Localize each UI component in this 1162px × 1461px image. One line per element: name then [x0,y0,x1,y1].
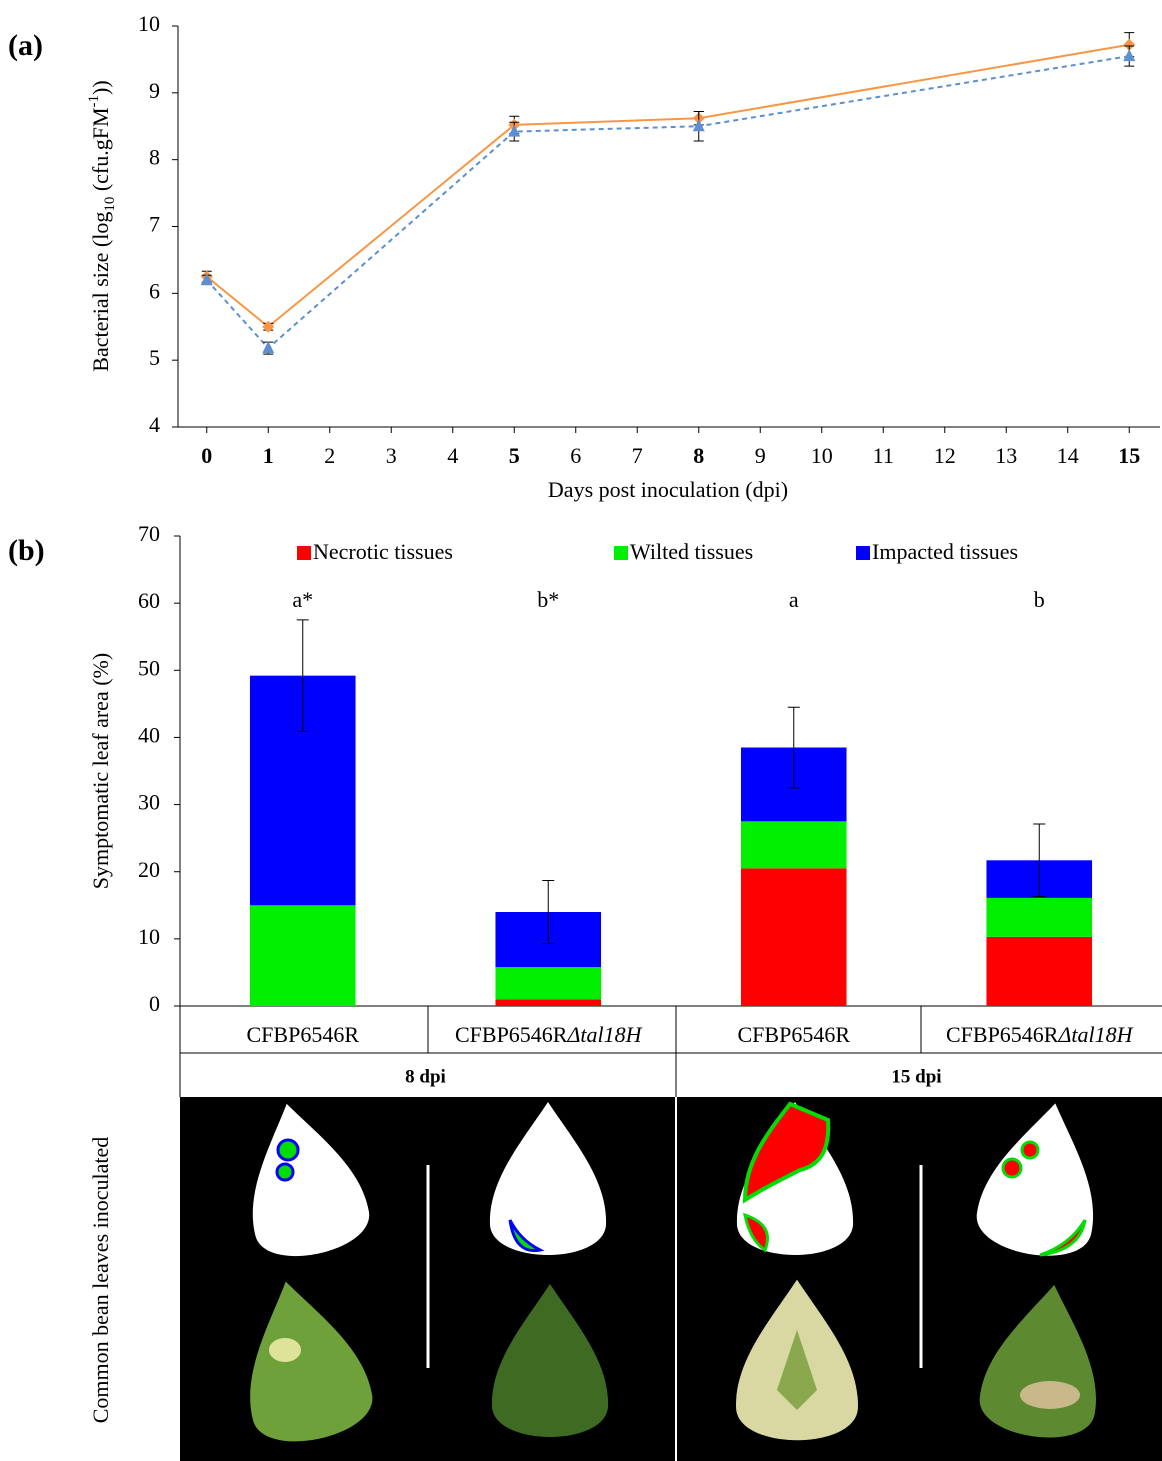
point [1123,38,1136,51]
panel-label: (a) [8,29,43,62]
annotation: a [789,587,799,612]
point [262,341,275,354]
annotation: a* [292,587,313,612]
y-axis-label-part: -1 [86,95,102,108]
legend-label: Necrotic tissues [313,539,453,564]
legend-swatch [856,546,870,560]
x-tick-label: 6 [570,443,581,468]
x-tick-label: 9 [755,443,766,468]
legend-swatch [614,546,628,560]
y-tick-label: 40 [138,722,160,747]
y-axis-label: Symptomatic leaf area (%) [88,653,113,889]
bar-segment [495,999,602,1006]
y-tick-label: 9 [149,78,160,103]
x-tick-label: CFBP6546RΔtal18H [946,1022,1134,1047]
y-axis-label-part: 10 [102,197,118,212]
y-tick-label: 10 [138,11,160,36]
group-label: 8 dpi [405,1066,446,1087]
bar-segment [249,905,356,1006]
panel-label: (b) [8,534,45,567]
lesion [508,1219,545,1253]
x-tick-label: CFBP6546RΔtal18H [455,1022,643,1047]
error-bar [296,619,309,732]
lesion [743,1212,769,1253]
x-tick-label: 11 [873,443,894,468]
lesion [1020,1381,1080,1409]
annotation: b [1034,587,1045,612]
lesion [276,1138,300,1162]
bar-segment [740,821,847,869]
x-tick-label: CFBP6546R [738,1022,851,1047]
x-tick-label: 4 [447,443,458,468]
bar-segment [986,936,1093,1006]
y-axis-label-part: (cfu.gFM [88,107,113,196]
x-tick-label: 5 [509,443,520,468]
bar-segment [740,868,847,1006]
leaf-masks [229,1091,1113,1266]
y-tick-label: 20 [138,857,160,882]
point [692,119,705,132]
point [200,272,213,285]
x-tick-label: 7 [632,443,643,468]
y-tick-label: 60 [138,588,160,613]
photo-label: Common bean leaves inoculated [88,1137,113,1424]
y-axis-label-part: )) [88,80,113,95]
y-tick-label: 8 [149,145,160,170]
y-tick-label: 30 [138,790,160,815]
error-bar [542,879,555,945]
legend-label: Wilted tissues [630,539,753,564]
x-tick-label: 1 [263,443,274,468]
lesion [269,1338,301,1362]
y-tick-label: 6 [149,278,160,303]
lesion [1020,1140,1040,1160]
x-tick-label: 0 [201,443,212,468]
error-bar [787,706,800,789]
y-tick-label: 7 [149,212,160,237]
y-tick-label: 50 [138,655,160,680]
series-line [206,43,1130,329]
x-tick-label: 10 [811,443,833,468]
legend-swatch [297,546,311,560]
error-bar [1033,823,1046,898]
leaf-photos [226,1268,1112,1452]
y-tick-label: 0 [149,991,160,1016]
lesion [1001,1157,1023,1179]
x-tick-label: 8 [693,443,704,468]
lesion [275,1162,295,1182]
annotation: b* [537,587,559,612]
bar-segment [495,967,602,1000]
x-axis-label: Days post inoculation (dpi) [548,477,788,502]
x-tick-label: 13 [995,443,1017,468]
x-tick-label: 2 [324,443,335,468]
x-tick-label: 15 [1118,443,1140,468]
bar-segment [986,897,1093,937]
legend-label: Impacted tissues [872,539,1018,564]
y-tick-label: 5 [149,345,160,370]
point [1123,49,1136,62]
y-tick-label: 70 [138,521,160,546]
point [262,320,275,333]
y-axis-label: Bacterial size (log10 (cfu.gFM-1)) [86,80,118,371]
group-label: 15 dpi [891,1066,941,1087]
x-tick-label: CFBP6546R [247,1022,360,1047]
x-tick-label: 12 [934,443,956,468]
x-tick-label: 3 [386,443,397,468]
lesion [1039,1219,1087,1257]
lesion [742,1101,831,1204]
series-line [206,55,1130,350]
point [508,124,521,137]
y-axis-label-part: Bacterial size (log [88,212,113,372]
x-tick-label: 14 [1057,443,1079,468]
y-tick-label: 4 [149,412,160,437]
y-tick-label: 10 [138,924,160,949]
leaf-vein [777,1330,817,1410]
category-frame [179,1006,1162,1097]
